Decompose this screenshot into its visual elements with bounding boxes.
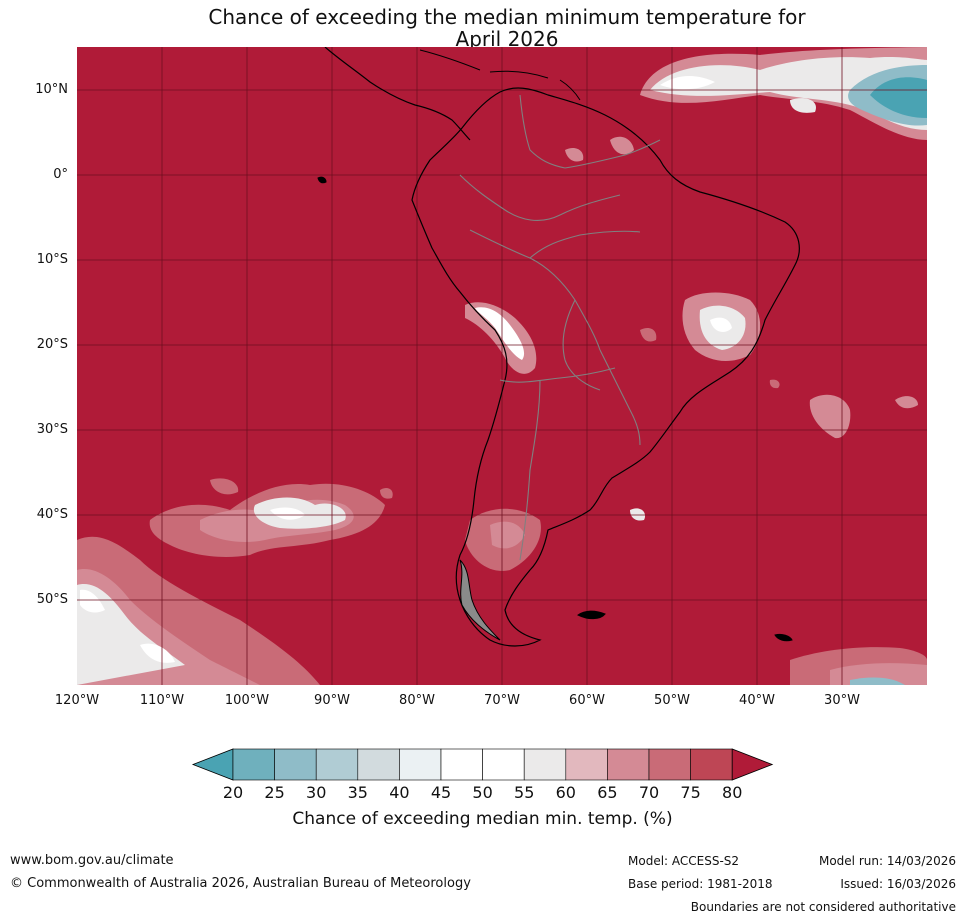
lon-label-30w: 30°W [824, 693, 860, 708]
colorbar-tick-60: 60 [555, 783, 576, 802]
colorbar-tick-50: 50 [472, 783, 493, 802]
colorbar-tick-75: 75 [680, 783, 701, 802]
lat-label-20s: 20°S [36, 337, 68, 352]
caribbean-islands [489, 70, 581, 101]
colorbar-tick-45: 45 [430, 783, 452, 802]
probability-contours [77, 47, 927, 685]
south-georgia-island [774, 633, 793, 642]
galapagos-islands [317, 176, 327, 184]
colorbar-tick-35: 35 [347, 783, 368, 802]
lat-label-40s: 40°S [36, 507, 68, 522]
footer-issued: Issued: 16/03/2026 [840, 877, 956, 891]
lon-label-40w: 40°W [739, 693, 775, 708]
lat-label-0: 0° [53, 167, 68, 182]
map-title-line-2: April 2026 [455, 27, 559, 51]
central-america-coastline [324, 47, 471, 141]
graticule [77, 47, 927, 685]
lon-label-100w: 100°W [224, 693, 270, 708]
colorbar-tick-25: 25 [264, 783, 285, 802]
colorbar-label: Chance of exceeding median min. temp. (%… [292, 809, 673, 829]
lon-label-50w: 50°W [654, 693, 690, 708]
chile-fjords [459, 559, 501, 641]
footer-url[interactable]: www.bom.gov.au/climate [10, 853, 174, 868]
map-title-line-1: Chance of exceeding the median minimum t… [208, 5, 806, 29]
footer-model: Model: ACCESS-S2 [628, 854, 740, 868]
footer-copyright: © Commonwealth of Australia 2026, Austra… [10, 876, 471, 891]
falkland-islands [577, 610, 606, 620]
lat-label-50s: 50°S [36, 592, 68, 607]
lon-label-120w: 120°W [54, 693, 100, 708]
lat-label-30s: 30°S [36, 422, 68, 437]
country-borders [459, 94, 661, 561]
colorbar-tick-40: 40 [389, 783, 410, 802]
colorbar-tick-65: 65 [597, 783, 618, 802]
lon-label-90w: 90°W [314, 693, 350, 708]
lon-label-60w: 60°W [569, 693, 605, 708]
colorbar-tick-80: 80 [722, 783, 743, 802]
lon-label-70w: 70°W [484, 693, 520, 708]
lat-label-10n: 10°N [35, 82, 68, 97]
colorbar-tick-55: 55 [514, 783, 535, 802]
colorbar-tick-20: 20 [222, 783, 244, 802]
cuba-coastline [419, 49, 481, 71]
lon-label-110w: 110°W [139, 693, 185, 708]
footer-model-run: Model run: 14/03/2026 [818, 854, 956, 868]
south-america-coastline [411, 87, 800, 647]
footer-base-period: Base period: 1981-2018 [628, 877, 773, 891]
lon-label-80w: 80°W [399, 693, 435, 708]
lat-label-10s: 10°S [36, 252, 68, 267]
footer-disclaimer: Boundaries are not considered authoritat… [690, 900, 956, 914]
colorbar-tick-30: 30 [306, 783, 327, 802]
colorbar-tick-70: 70 [638, 783, 660, 802]
